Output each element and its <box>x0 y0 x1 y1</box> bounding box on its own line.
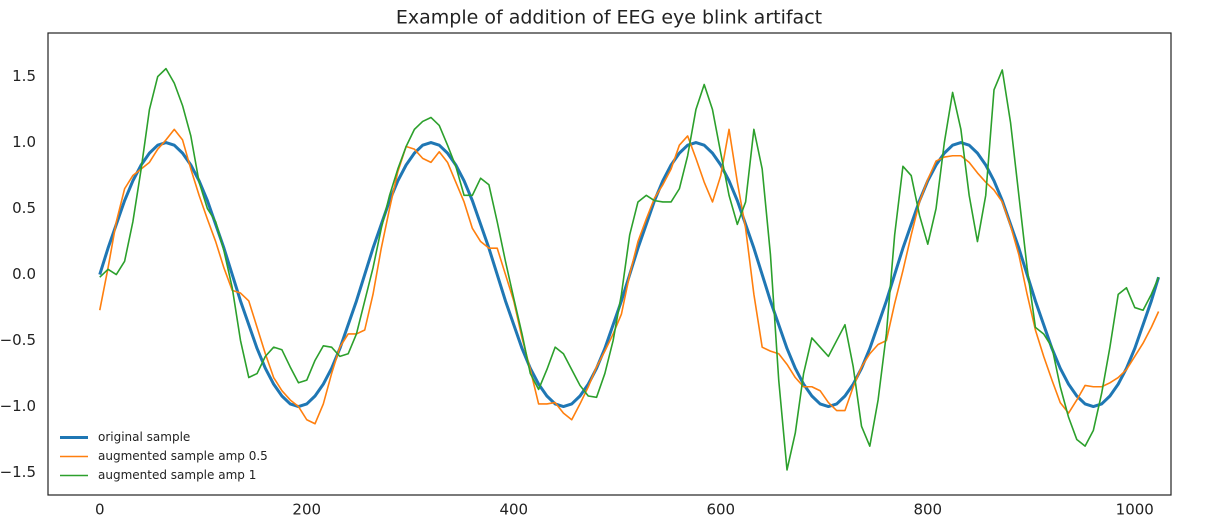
y-tick-label: 1.0 <box>12 133 36 151</box>
line-series <box>99 67 1160 471</box>
y-tick-label: 0.0 <box>12 265 36 283</box>
x-tick-label: 1000 <box>1116 501 1154 519</box>
line-series <box>98 128 1160 425</box>
x-tick-label: 200 <box>292 501 321 519</box>
x-tick-label: 400 <box>499 501 528 519</box>
chart-title: Example of addition of EEG eye blink art… <box>396 7 822 29</box>
y-tick-label: −1.5 <box>0 463 36 481</box>
legend-label: augmented sample amp 0.5 <box>98 449 268 463</box>
x-tick-label: 600 <box>706 501 735 519</box>
y-tick-label: 0.5 <box>12 199 36 217</box>
legend-label: augmented sample amp 1 <box>98 468 256 482</box>
plot-frame <box>47 32 1172 496</box>
y-tick-label: −0.5 <box>0 331 36 349</box>
x-tick-label: 800 <box>913 501 942 519</box>
y-tick-label: 1.5 <box>12 67 36 85</box>
x-tick-label: 0 <box>95 501 105 519</box>
y-tick-label: −1.0 <box>0 397 36 415</box>
legend-label: original sample <box>98 430 190 444</box>
